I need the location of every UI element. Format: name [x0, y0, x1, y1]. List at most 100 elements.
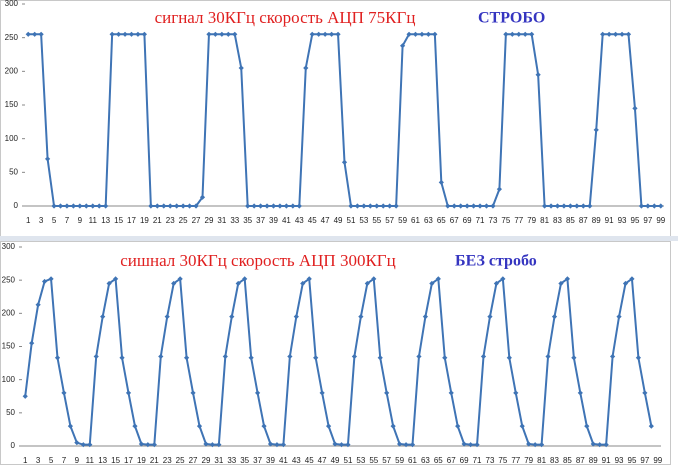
data-point — [567, 203, 574, 209]
data-point — [651, 203, 657, 209]
x-tick-label: 1 — [26, 216, 31, 225]
x-tick-label: 37 — [256, 216, 265, 225]
x-tick-label: 19 — [137, 456, 146, 465]
y-tick-label: 0 — [11, 441, 16, 450]
chart-title: сишнал 30КГц скорость АЦП 300КГц — [120, 251, 395, 270]
data-point — [235, 280, 241, 287]
data-point — [483, 203, 490, 209]
data-point — [167, 203, 173, 209]
data-point — [177, 276, 183, 282]
y-tick-label: 0 — [14, 201, 19, 210]
x-tick-label: 61 — [408, 456, 417, 465]
data-point — [348, 203, 354, 209]
x-tick-label: 33 — [227, 456, 236, 465]
data-point — [48, 276, 54, 282]
data-point — [451, 203, 457, 209]
y-tick-label: 300 — [2, 242, 16, 251]
data-point — [597, 442, 603, 448]
x-tick-label: 41 — [279, 456, 288, 465]
data-point — [412, 31, 419, 37]
data-point — [80, 442, 86, 448]
data-point — [119, 355, 125, 361]
data-point — [554, 203, 561, 209]
x-tick-label: 77 — [514, 216, 523, 225]
data-point — [616, 314, 622, 320]
data-point — [270, 203, 277, 209]
data-point — [529, 31, 535, 37]
data-point — [435, 276, 441, 282]
data-point — [242, 276, 248, 282]
data-point — [477, 203, 483, 209]
data-point — [112, 276, 119, 282]
data-point — [225, 31, 231, 37]
x-tick-label: 59 — [398, 216, 407, 225]
data-point — [442, 355, 448, 361]
data-point — [558, 280, 564, 287]
data-point — [584, 423, 590, 429]
x-tick-label: 31 — [217, 216, 226, 225]
data-point — [125, 390, 132, 396]
data-point — [290, 203, 296, 209]
data-point — [90, 203, 96, 209]
data-point — [629, 276, 635, 282]
x-tick-label: 79 — [524, 456, 533, 465]
data-point — [171, 280, 177, 287]
data-point — [303, 65, 309, 71]
x-tick-label: 87 — [579, 216, 588, 225]
data-point — [345, 442, 351, 448]
x-tick-label: 7 — [65, 216, 70, 225]
x-tick-label: 75 — [498, 456, 507, 465]
data-point — [325, 423, 332, 429]
x-tick-label: 27 — [189, 456, 198, 465]
data-point — [593, 127, 599, 133]
data-point — [438, 179, 444, 186]
data-point — [106, 280, 112, 287]
x-tick-label: 95 — [631, 216, 640, 225]
data-point — [309, 31, 315, 37]
data-point — [248, 355, 254, 361]
data-point — [335, 31, 341, 37]
x-tick-label: 37 — [253, 456, 262, 465]
data-point — [455, 423, 461, 429]
x-tick-label: 35 — [243, 216, 252, 225]
data-point — [480, 353, 487, 360]
data-point — [526, 441, 532, 447]
data-point — [425, 31, 432, 37]
y-tick-label: 100 — [5, 134, 19, 143]
x-tick-label: 43 — [295, 216, 304, 225]
data-point — [264, 203, 270, 209]
data-point — [203, 441, 209, 447]
x-tick-label: 3 — [39, 216, 44, 225]
data-point — [496, 186, 503, 192]
data-point — [612, 31, 619, 37]
x-tick-label: 29 — [202, 456, 211, 465]
data-point — [64, 203, 70, 209]
separator — [0, 236, 678, 241]
x-tick-label: 17 — [127, 216, 136, 225]
data-point — [361, 203, 367, 209]
data-point — [222, 353, 228, 360]
data-point — [183, 355, 190, 361]
data-point — [67, 423, 74, 429]
data-point — [296, 203, 302, 209]
data-point — [351, 353, 358, 360]
data-point — [93, 353, 99, 360]
x-tick-label: 21 — [150, 456, 159, 465]
data-point — [219, 31, 225, 37]
data-point — [364, 280, 370, 287]
x-tick-label: 71 — [476, 216, 485, 225]
data-point — [506, 355, 512, 361]
data-point — [632, 105, 638, 111]
data-point — [393, 203, 399, 209]
data-point — [180, 203, 186, 209]
x-tick-label: 55 — [369, 456, 378, 465]
x-tick-label: 89 — [592, 216, 601, 225]
data-point — [403, 442, 409, 448]
data-point — [399, 43, 406, 49]
data-point — [22, 393, 28, 399]
data-point — [545, 353, 551, 360]
x-tick-label: 31 — [214, 456, 223, 465]
data-point — [135, 31, 141, 37]
x-tick-label: 67 — [447, 456, 456, 465]
data-point — [635, 355, 642, 361]
